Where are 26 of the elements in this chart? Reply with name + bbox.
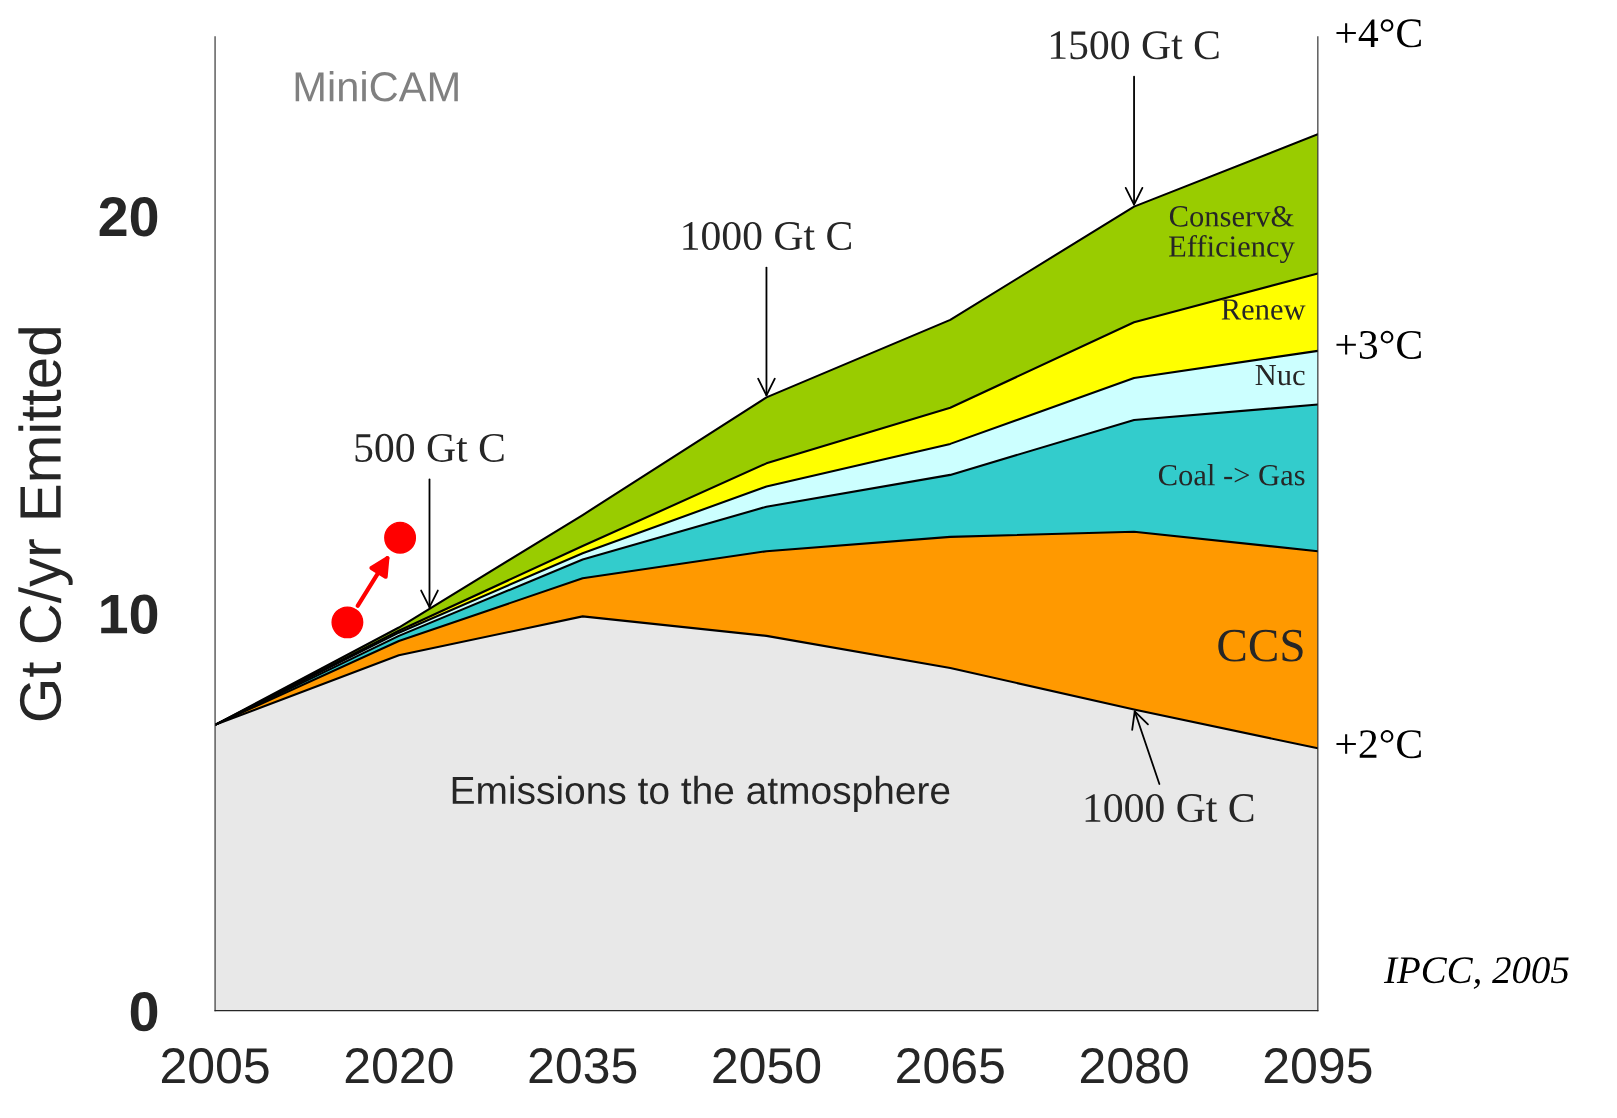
x-tick-label: 2035 [529, 1048, 637, 1084]
x-tick-label: 2050 [713, 1048, 821, 1084]
y-tick-label: 20 [99, 197, 158, 237]
x-tick-label: 2095 [1264, 1048, 1372, 1084]
series-label: Renew [1221, 299, 1306, 320]
y-tick-label: 10 [101, 594, 158, 634]
x-tick-label: 2005 [161, 1048, 269, 1084]
annotation: 1000 Gt C [683, 221, 851, 251]
series-label: Nuc [1255, 365, 1305, 386]
series-label: CCS [1218, 629, 1303, 662]
series-label: Conserv& Efficiency [1169, 206, 1295, 264]
x-tick-label: 2080 [1080, 1048, 1188, 1084]
text: +4°C [1336, 19, 1421, 48]
text: +2°C [1336, 730, 1421, 759]
annotation: MiniCAM [295, 70, 458, 102]
series-label: Emissions to the atmosphere [452, 775, 950, 812]
y-tick-label: 0 [130, 992, 158, 1032]
x-tick-label: 2065 [897, 1048, 1004, 1084]
annotation: 1000 Gt C [1085, 793, 1254, 823]
y-axis-title: Gt C/yr Emitted [18, 328, 73, 721]
annotation: 500 Gt C [355, 433, 504, 462]
text: +3°C [1336, 330, 1421, 359]
text: IPCC, 2005 [1383, 957, 1569, 989]
x-tick-label: 2020 [345, 1048, 453, 1084]
series-label: Coal -> Gas [1158, 464, 1305, 486]
annotation: 1500 Gt C [1050, 31, 1219, 60]
